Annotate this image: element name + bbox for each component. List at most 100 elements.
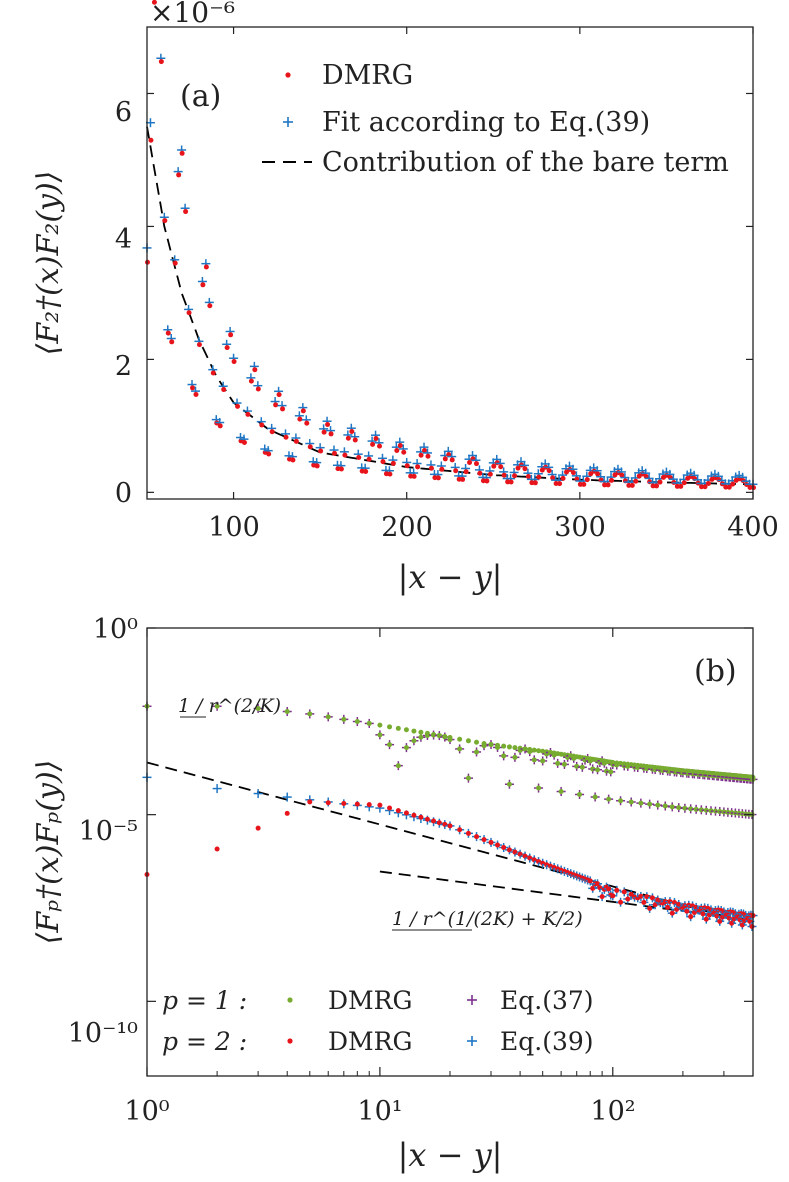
legend-p1-dmrg-label: DMRG — [328, 986, 412, 1015]
panel-b-xtick-1e2: 10² — [590, 1096, 635, 1127]
dmrg-p1-point — [377, 732, 383, 738]
eq39-point — [212, 784, 222, 794]
dmrg-p2-point — [587, 878, 593, 884]
dmrg-p1-point — [574, 763, 580, 769]
dmrg-p2-point — [512, 849, 518, 855]
dmrg-p1-point — [506, 781, 512, 787]
dmrg-point — [570, 470, 576, 476]
dmrg-point — [179, 150, 185, 156]
dmrg-p2-point — [354, 801, 360, 807]
dmrg-point — [515, 465, 521, 471]
dmrg-p2-point — [501, 845, 507, 851]
panel-a-xlabel: |x − y| — [398, 558, 503, 596]
dmrg-p1-point — [488, 742, 494, 748]
dmrg-point — [605, 482, 611, 488]
dmrg-p2-point — [739, 922, 745, 928]
dmrg-point — [449, 457, 455, 463]
dmrg-p2-point — [749, 924, 755, 930]
panel-a-data-marks — [142, 0, 758, 491]
legend-fit-label: Fit according to Eq.(39) — [322, 107, 650, 138]
dmrg-point — [387, 471, 393, 477]
dmrg-p1-point — [512, 754, 518, 760]
dmrg-point — [342, 452, 348, 458]
dmrg-p1-point — [284, 709, 290, 715]
dmrg-point — [428, 465, 434, 471]
dmrg-point — [245, 411, 251, 417]
dmrg-p1-point — [307, 711, 313, 717]
legend-dmrg-marker — [285, 72, 291, 78]
dmrg-p1-point — [431, 732, 437, 738]
dmrg-point — [148, 137, 154, 143]
legend-p2-dmrg-marker — [287, 1038, 293, 1044]
dmrg-point — [325, 422, 331, 428]
dmrg-p2-point — [377, 802, 383, 808]
dmrg-point — [629, 482, 635, 488]
dmrg-p2-point — [747, 918, 753, 924]
dmrg-point — [435, 475, 441, 481]
dmrg-point — [162, 218, 168, 224]
dmrg-p2-point — [284, 810, 290, 816]
dmrg-p2-point — [717, 918, 723, 924]
dmrg-point — [176, 172, 182, 178]
dmrg-point — [290, 457, 296, 463]
dmrg-point — [228, 332, 234, 338]
dmrg-point — [269, 429, 275, 435]
panel-b-ticks — [146, 627, 754, 1076]
dmrg-p1-point — [501, 743, 507, 749]
dmrg-p2-point — [700, 911, 706, 917]
dmrg-p1-point — [465, 738, 471, 744]
dmrg-p1-point — [682, 805, 688, 811]
dmrg-point — [370, 441, 376, 447]
dmrg-p1-point — [481, 741, 487, 747]
dmrg-point — [477, 470, 483, 476]
panel-b-ytick-1e-5: 10⁻⁵ — [79, 816, 138, 847]
dmrg-p2-point — [307, 799, 313, 805]
dmrg-p1-point — [411, 728, 417, 734]
dmrg-point — [463, 469, 469, 475]
dmrg-p1-point — [395, 725, 401, 731]
dmrg-p2-point — [703, 916, 709, 922]
dmrg-point — [259, 422, 265, 428]
dmrg-point — [165, 330, 171, 336]
panel-a-label: (a) — [180, 79, 221, 114]
dmrg-p2-point — [366, 802, 372, 808]
dmrg-point — [169, 339, 175, 345]
panel-b: (b) 10⁰ 10⁻⁵ 10⁻¹⁰ 10⁰ 10¹ 10² |x − y| ⟨… — [31, 614, 758, 1174]
dmrg-point — [678, 483, 684, 489]
dmrg-point — [536, 474, 542, 480]
dmrg-point — [564, 469, 570, 475]
dmrg-p1-point — [214, 703, 220, 709]
legend-dmrg-label: DMRG — [322, 60, 413, 91]
dmrg-point — [235, 403, 241, 409]
dmrg-p1-point — [614, 760, 620, 766]
dmrg-point — [280, 406, 286, 412]
dmrg-point — [411, 473, 417, 479]
dmrg-p2-point — [341, 800, 347, 806]
dmrg-point — [193, 391, 199, 397]
dmrg-p2-point — [595, 881, 601, 887]
dmrg-point — [581, 481, 587, 487]
legend-bare-label: Contribution of the bare term — [322, 147, 729, 178]
dmrg-point — [418, 452, 424, 458]
dmrg-point — [363, 469, 369, 475]
dmrg-point — [747, 485, 753, 491]
bare-term-curve — [146, 126, 754, 486]
dmrg-p1-point — [638, 800, 644, 806]
dmrg-p1-point — [506, 744, 512, 750]
panel-a-xtick-300: 300 — [554, 512, 606, 543]
dmrg-p1-point — [325, 714, 331, 720]
dmrg-point — [266, 451, 272, 457]
panel-b-xtick-1e0: 10⁰ — [124, 1096, 169, 1127]
dmrg-point — [314, 463, 320, 469]
dmrg-p1-point — [255, 705, 261, 711]
dmrg-p2-point — [669, 910, 675, 916]
dmrg-p1-point — [579, 764, 585, 770]
legend-p1-label: p = 1 : — [162, 986, 247, 1015]
panel-a-ytick-4: 4 — [115, 224, 132, 255]
dmrg-p1-point — [618, 760, 624, 766]
panel-b-xlabel: |x − y| — [398, 1136, 503, 1174]
dmrg-point — [619, 472, 625, 478]
dmrg-point — [331, 450, 337, 456]
dmrg-p1-point — [531, 747, 537, 753]
annotation-power-law-2: 1 / r^(1/(2K) + K/2) — [392, 908, 583, 930]
